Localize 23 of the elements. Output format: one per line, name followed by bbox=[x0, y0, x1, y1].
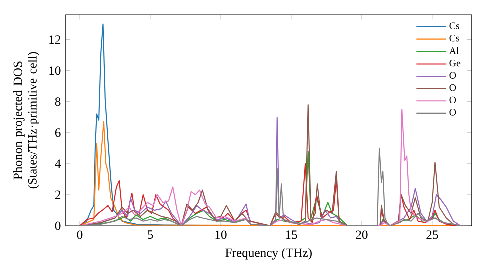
x-tick-label: 5 bbox=[148, 230, 154, 240]
legend-label: O bbox=[450, 84, 456, 92]
y-tick-label: 8 bbox=[55, 98, 61, 106]
legend-label: O bbox=[450, 96, 456, 104]
y-tick-label: 0 bbox=[55, 222, 61, 230]
y-tick-label: 4 bbox=[55, 160, 62, 168]
x-tick-label: 20 bbox=[356, 230, 368, 240]
legend-label: Cs bbox=[450, 35, 460, 42]
y-tick-label: 12 bbox=[50, 36, 61, 44]
x-tick-label: 25 bbox=[426, 230, 438, 240]
legend-label: O bbox=[450, 72, 456, 79]
x-tick-label: 10 bbox=[216, 230, 227, 240]
y-axis-title: Phonon projected DOS (States/THz·primitive cell) bbox=[13, 52, 40, 189]
legend-label: Ge bbox=[450, 60, 461, 67]
x-axis-title: Frequency (THz) bbox=[226, 248, 312, 260]
y-tick-label: 2 bbox=[55, 190, 61, 200]
legend-label: O bbox=[450, 109, 456, 116]
x-tick-label: 15 bbox=[286, 230, 298, 240]
legend-label: Cs bbox=[450, 22, 460, 30]
x-tick-label: 0 bbox=[77, 230, 83, 240]
legend-label: Al bbox=[449, 47, 460, 54]
y-tick-label: 6 bbox=[55, 128, 61, 138]
y-tick-label: 10 bbox=[50, 66, 61, 76]
